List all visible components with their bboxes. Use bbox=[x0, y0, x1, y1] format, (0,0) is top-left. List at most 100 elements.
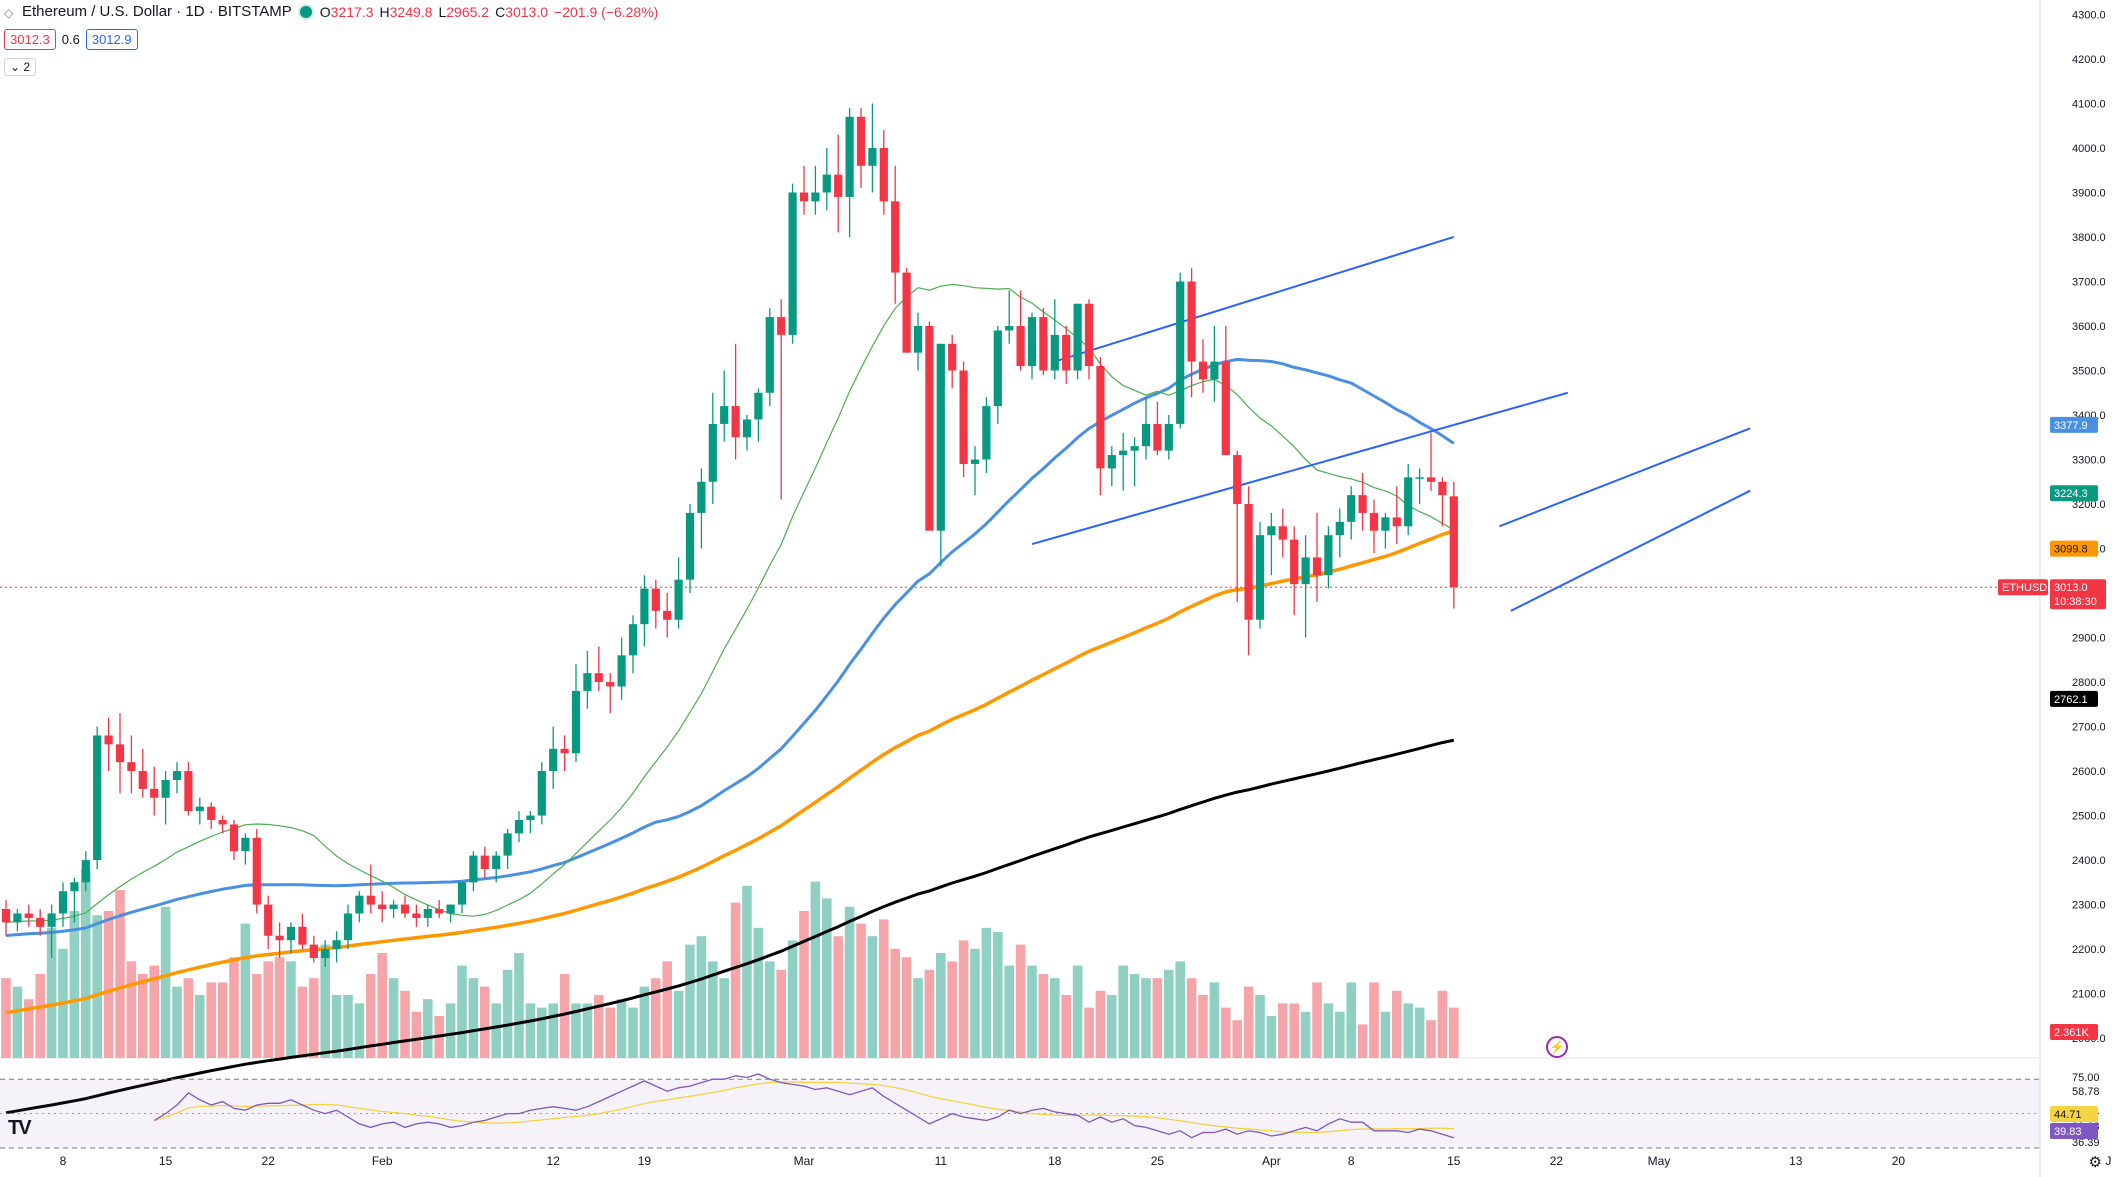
candle-body bbox=[1290, 539, 1299, 585]
volume-bar bbox=[1175, 961, 1185, 1058]
volume-bar bbox=[297, 986, 308, 1058]
settings-gear-icon[interactable]: ⚙ bbox=[2088, 1154, 2102, 1171]
volume-bar bbox=[1095, 990, 1106, 1058]
volume-bar bbox=[1, 978, 11, 1058]
candle-body bbox=[138, 771, 147, 789]
volume-bar bbox=[993, 932, 1003, 1058]
price-tick-label: 3200.0 bbox=[2072, 499, 2106, 511]
candle-body bbox=[1392, 517, 1401, 527]
candle-body bbox=[423, 909, 432, 918]
volume-bar bbox=[673, 990, 684, 1058]
volume-bar bbox=[1289, 1003, 1299, 1058]
candle-body bbox=[993, 330, 1002, 407]
candle-body bbox=[685, 512, 695, 580]
candle-body bbox=[286, 926, 296, 941]
volume-bar bbox=[765, 961, 775, 1058]
price-labels: 3377.9 3224.3 3099.8 2762.1 2.361K 39.83 44.71… bbox=[1998, 416, 2106, 1139]
volume-bar bbox=[1403, 1003, 1413, 1058]
volume-bar bbox=[571, 1003, 581, 1058]
candle-body bbox=[378, 904, 387, 910]
candle-body bbox=[742, 419, 752, 438]
candle-body bbox=[1381, 517, 1390, 531]
candle-body bbox=[1050, 334, 1059, 371]
indicators-toggle[interactable]: ⌄ 2 bbox=[4, 58, 37, 76]
candle-body bbox=[1312, 557, 1322, 576]
candle-body bbox=[1176, 281, 1185, 424]
current-price-value: 3013.0 bbox=[2054, 582, 2088, 594]
time-tick-label: 8 bbox=[60, 1154, 67, 1168]
market-status-icon[interactable] bbox=[297, 3, 314, 20]
channel-lower-1 bbox=[1031, 391, 1569, 546]
volume-tag-bg bbox=[2050, 1024, 2098, 1040]
volume-bar bbox=[69, 911, 80, 1058]
ohlc-high-value: 3249.8 bbox=[389, 3, 433, 20]
volume-bar bbox=[799, 911, 809, 1058]
candle-body bbox=[93, 735, 102, 861]
candle-body bbox=[834, 174, 843, 197]
rsi-line bbox=[153, 1073, 1454, 1139]
volume-bar bbox=[822, 898, 832, 1058]
volume-bar bbox=[787, 940, 798, 1058]
symbol-legend[interactable]: ◇ Ethereum / U.S. Dollar · 1D · BITSTAMP… bbox=[4, 3, 658, 20]
time-axis[interactable]: 8 15 22 Feb 12 19 Mar 11 18 25 Apr 8 15 22 May 13 20 Jun bbox=[60, 1154, 2112, 1168]
volume-bar bbox=[1380, 1011, 1391, 1058]
candle-body bbox=[651, 588, 660, 611]
candle-body bbox=[275, 935, 284, 941]
candle-body bbox=[1415, 477, 1424, 479]
volume-bar bbox=[548, 1003, 558, 1058]
candle-body bbox=[47, 913, 56, 927]
candle-body bbox=[58, 891, 68, 914]
price-axis[interactable]: 4300.0 4200.0 4100.0 4000.0 3900.0 3800.0 3700… bbox=[2072, 9, 2106, 1149]
volume-bar bbox=[331, 995, 342, 1058]
ma200-line bbox=[5, 738, 1455, 1115]
candle-body bbox=[1438, 481, 1447, 496]
price-tick-label: 2700.0 bbox=[2072, 722, 2106, 734]
volume-bar bbox=[776, 969, 786, 1058]
volume-bar bbox=[252, 974, 262, 1058]
price-tick-label: 4300.0 bbox=[2072, 9, 2106, 21]
candle-body bbox=[788, 192, 797, 335]
ma200-price-tag: 2762.1 bbox=[2054, 694, 2088, 706]
lightning-icon[interactable]: ⚡ bbox=[1546, 1036, 1568, 1058]
tradingview-logo: TV bbox=[8, 1117, 32, 1139]
candles bbox=[1, 103, 1458, 967]
time-tick-label: Feb bbox=[372, 1154, 393, 1168]
candle-body bbox=[104, 735, 113, 745]
time-tick-label: 25 bbox=[1151, 1154, 1165, 1168]
time-tick-label: 15 bbox=[1447, 1154, 1461, 1168]
candle-body bbox=[697, 481, 706, 513]
candle-body bbox=[606, 682, 615, 687]
volume-bar bbox=[400, 990, 410, 1058]
ma20-line bbox=[5, 283, 1455, 923]
candle-body bbox=[355, 895, 364, 914]
candle-body bbox=[321, 949, 330, 958]
volume-bar bbox=[240, 923, 251, 1058]
rsi-value-tag: 39.83 bbox=[2054, 1126, 2082, 1138]
time-tick-label: Apr bbox=[1262, 1154, 1281, 1168]
candle-body bbox=[1005, 325, 1014, 331]
sell-button[interactable]: 3012.3 bbox=[4, 29, 56, 50]
volume-bar bbox=[217, 982, 228, 1058]
volume-bar bbox=[274, 957, 285, 1058]
candle-body bbox=[913, 325, 923, 353]
volume-bar bbox=[1255, 995, 1265, 1058]
candle-body bbox=[127, 762, 136, 772]
candle-body bbox=[959, 370, 968, 464]
eye-icon[interactable]: ◇ bbox=[4, 5, 14, 20]
candle-body bbox=[70, 882, 79, 892]
candle-body bbox=[1016, 325, 1025, 367]
volume-bar bbox=[651, 978, 661, 1058]
volume-bar bbox=[195, 995, 205, 1058]
volume-bar bbox=[12, 986, 23, 1058]
candle-body bbox=[400, 904, 410, 914]
candle-body bbox=[674, 579, 683, 620]
volume-bar bbox=[1061, 995, 1071, 1058]
candle-body bbox=[435, 909, 444, 914]
candle-body bbox=[503, 833, 512, 856]
symbol-title[interactable]: Ethereum / U.S. Dollar · 1D · BITSTAMP bbox=[22, 3, 292, 20]
candle-body bbox=[925, 325, 934, 531]
volume-bar bbox=[115, 890, 125, 1058]
candle-body bbox=[822, 174, 831, 193]
buy-button[interactable]: 3012.9 bbox=[85, 29, 138, 50]
